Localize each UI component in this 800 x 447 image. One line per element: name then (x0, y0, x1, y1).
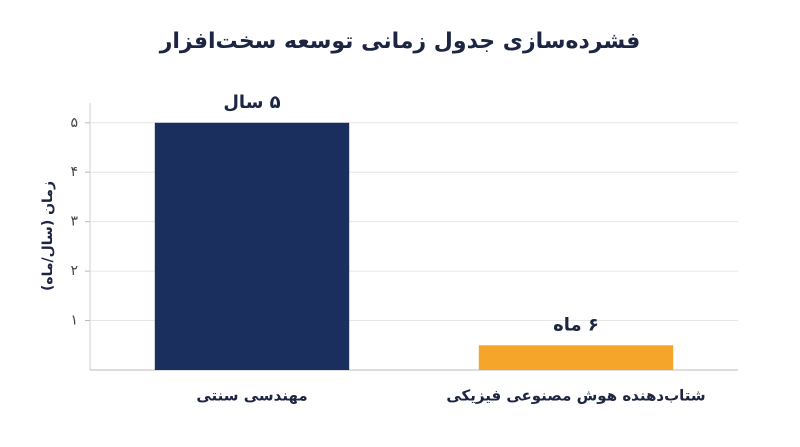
y-axis-label: زمان (سال/ماه) (40, 181, 56, 291)
y-tick-label: ۳ (70, 214, 78, 230)
y-tick-label: ۱ (70, 313, 78, 329)
chart-title: فشرده‌سازی جدول زمانی توسعه سخت‌افزار (159, 29, 641, 54)
x-tick-label: شتاب‌دهنده هوش مصنوعی فیزیکی (446, 387, 705, 405)
y-tick-label: ۲ (70, 263, 78, 279)
x-tick-label: مهندسی سنتی (196, 387, 307, 405)
value-label: ۵ سال (223, 92, 280, 113)
bar (478, 345, 674, 370)
y-tick-label: ۴ (70, 164, 78, 180)
y-tick-label: ۵ (70, 115, 78, 131)
value-label: ۶ ماه (553, 314, 599, 335)
bar (154, 122, 350, 371)
